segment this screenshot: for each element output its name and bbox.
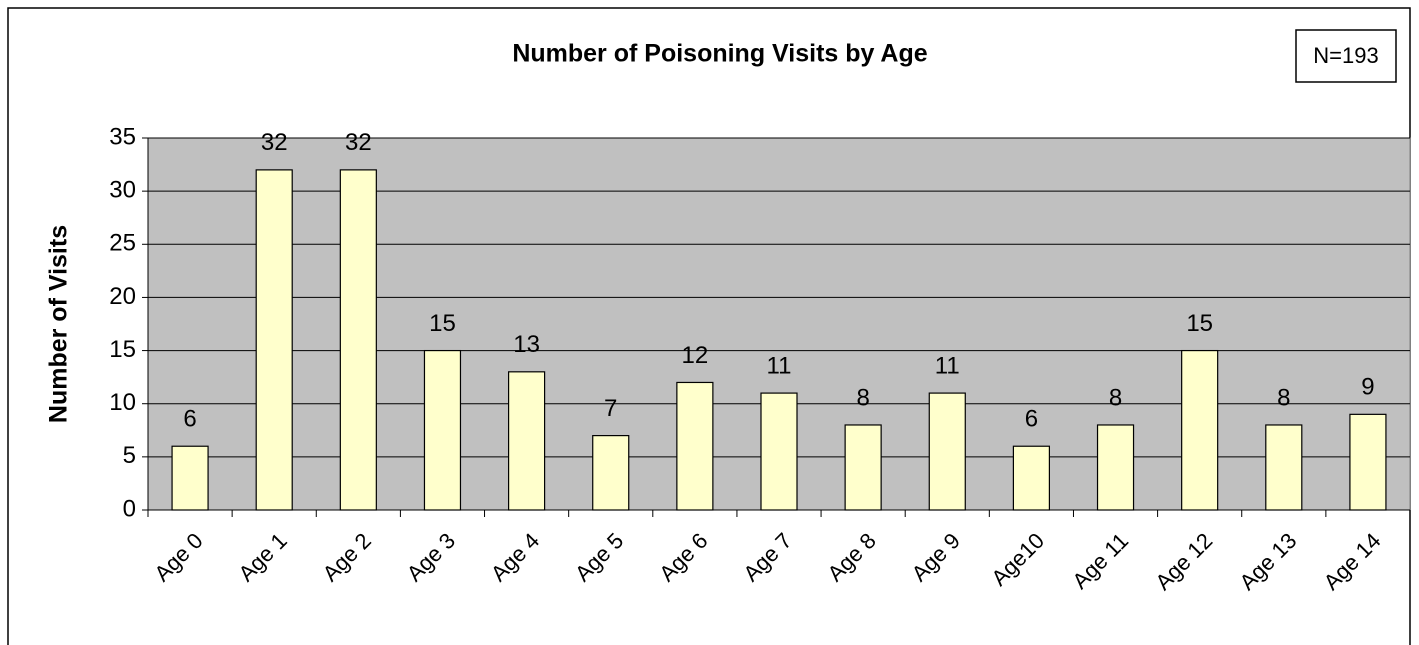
y-tick-label: 35	[109, 123, 136, 150]
annotation: N=193	[1313, 43, 1378, 68]
value-label: 6	[183, 406, 196, 433]
y-tick-label: 20	[109, 283, 136, 310]
bar	[1096, 424, 1135, 511]
y-tick-label: 15	[109, 336, 136, 363]
bar	[1265, 424, 1303, 511]
value-label: 15	[1186, 310, 1213, 337]
value-label: 12	[682, 342, 709, 369]
value-label: 8	[856, 384, 869, 411]
bar	[1349, 413, 1387, 511]
y-tick-label: 25	[109, 230, 136, 257]
value-label: 11	[935, 352, 960, 379]
y-axis-label: Number of Visits	[45, 225, 73, 423]
value-label: 8	[1277, 384, 1290, 411]
value-label: 6	[1025, 406, 1038, 433]
bar	[1012, 445, 1051, 511]
bar	[592, 435, 630, 511]
bar	[760, 392, 798, 511]
bar	[844, 424, 882, 511]
y-tick-label: 30	[109, 176, 136, 203]
value-label: 11	[767, 352, 792, 379]
value-label: 8	[1109, 384, 1122, 411]
bar	[423, 349, 462, 511]
bar	[255, 169, 293, 511]
y-tick-label: 10	[109, 389, 136, 416]
annotation-box	[1295, 29, 1397, 83]
value-label: 7	[604, 395, 617, 422]
value-label: 32	[345, 129, 372, 156]
bar	[171, 445, 209, 511]
value-label: 9	[1361, 374, 1374, 401]
value-label: 15	[429, 310, 456, 337]
bar	[339, 169, 377, 511]
value-label: 32	[261, 129, 288, 156]
bar	[1181, 349, 1219, 511]
bar	[928, 392, 966, 511]
value-label: 13	[513, 331, 540, 358]
chart-title: Number of Poisoning Visits by Age	[512, 40, 927, 68]
y-tick-label: 0	[123, 495, 136, 522]
bar	[508, 371, 546, 511]
y-tick-label: 5	[123, 442, 136, 469]
bar	[676, 381, 714, 511]
